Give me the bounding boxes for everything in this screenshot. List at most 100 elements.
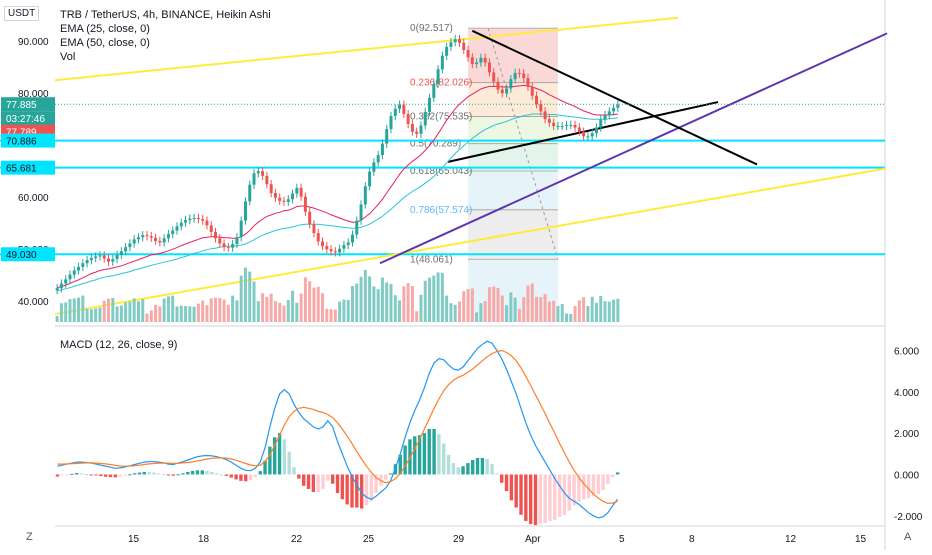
candle-body [428, 97, 432, 112]
macd-histogram-bar [302, 474, 306, 486]
macd-histogram-bar [176, 474, 180, 476]
macd-histogram-bar [442, 443, 446, 475]
time-tick-label: 5 [619, 534, 625, 545]
candle-body [346, 242, 350, 246]
volume-bar [569, 314, 573, 322]
volume-bar [149, 310, 153, 322]
macd-histogram-bar [94, 474, 98, 476]
volume-bar [432, 275, 436, 322]
currency-badge[interactable]: USDT [4, 6, 40, 21]
candle-body [423, 111, 427, 126]
volume-bar [338, 301, 342, 322]
candle-body [158, 240, 162, 243]
volume-bar [261, 293, 265, 322]
macd-tick-label: 2.000 [894, 429, 919, 440]
volume-bar [278, 302, 282, 322]
volume-bar [115, 306, 119, 322]
macd-histogram-bar [398, 454, 402, 475]
candle-body [517, 72, 521, 74]
macd-histogram-bar [118, 474, 122, 477]
candle-body [338, 248, 342, 253]
macd-histogram-bar [461, 466, 465, 475]
volume-bar [72, 298, 76, 322]
channel-lower-line[interactable] [54, 167, 886, 316]
resistance-trend-line[interactable] [471, 29, 758, 166]
macd-histogram-bar [514, 474, 518, 508]
volume-bar [192, 306, 196, 322]
macd-histogram-bar [601, 474, 605, 490]
volume-bar [184, 306, 188, 322]
support-trend-line[interactable] [379, 32, 888, 265]
macd-histogram-bar [70, 473, 74, 475]
candle-body [372, 162, 376, 172]
volume-bar [55, 316, 59, 322]
volume-bar [372, 286, 376, 322]
candle-body [77, 266, 81, 271]
macd-histogram-bar [186, 471, 190, 475]
macd-histogram-bar [557, 474, 562, 517]
volume-bar [111, 298, 115, 322]
candle-body [594, 127, 598, 134]
macd-histogram-bar [205, 470, 209, 475]
volume-bar [252, 281, 256, 322]
candle-body [188, 218, 192, 221]
volume-bar [59, 303, 63, 322]
volume-bar [393, 295, 397, 322]
ema50-legend[interactable]: EMA (50, close, 0) [60, 37, 150, 49]
fib-trend-line [487, 28, 559, 260]
volume-bar [599, 296, 603, 322]
candle-body [607, 111, 611, 116]
macd-histogram-bar [475, 457, 480, 475]
volume-bar [222, 299, 226, 322]
macd-histogram-bar [388, 473, 393, 475]
candle-body [145, 235, 149, 237]
volume-bar [201, 300, 205, 322]
volume-legend[interactable]: Vol [60, 51, 76, 63]
candle-body [432, 83, 436, 98]
log-scale-button[interactable]: Z [26, 531, 33, 543]
volume-bar [333, 309, 337, 322]
candle-body [149, 236, 153, 238]
candle-body [214, 232, 218, 239]
candle-body [205, 220, 209, 226]
candle-body [505, 88, 509, 94]
macd-histogram-bar [142, 471, 147, 475]
volume-bar [513, 297, 517, 322]
macd-histogram-bar [104, 474, 108, 477]
volume-bar [406, 283, 410, 322]
macd-tick-label: -2.000 [894, 512, 923, 523]
macd-histogram-bar [113, 474, 118, 478]
candle-body [415, 131, 419, 134]
candle-body [462, 42, 466, 51]
volume-bar [346, 300, 350, 322]
candle-body [303, 196, 307, 212]
macd-histogram-bar [253, 474, 258, 477]
volume-bar [594, 302, 598, 322]
candle-body [59, 283, 63, 289]
macd-histogram-bar [277, 433, 282, 475]
volume-bar [68, 299, 72, 322]
macd-histogram-bar [200, 470, 204, 475]
ema25-legend[interactable]: EMA (25, close, 0) [60, 23, 150, 35]
volume-bar [415, 311, 419, 322]
channel-upper-line[interactable] [54, 16, 679, 82]
volume-bar [526, 285, 530, 322]
macd-histogram-bar [311, 474, 316, 493]
volume-bar [128, 301, 132, 322]
volume-bar [505, 305, 509, 322]
macd-histogram-bar [567, 474, 571, 511]
volume-bar [496, 288, 500, 322]
macd-histogram-bar [224, 474, 229, 476]
volume-bar [81, 295, 85, 322]
candle-body [475, 62, 479, 65]
price-label-box [1, 247, 55, 262]
macd-histogram-bar [234, 474, 238, 480]
fib-zone [468, 28, 558, 83]
volume-bar [325, 308, 329, 322]
macd-histogram-bar [572, 474, 576, 506]
auto-scale-button[interactable]: A [904, 531, 912, 543]
macd-histogram-bar [297, 474, 301, 479]
macd-legend[interactable]: MACD (12, 26, close, 9) [60, 339, 178, 351]
volume-bar [612, 299, 616, 322]
